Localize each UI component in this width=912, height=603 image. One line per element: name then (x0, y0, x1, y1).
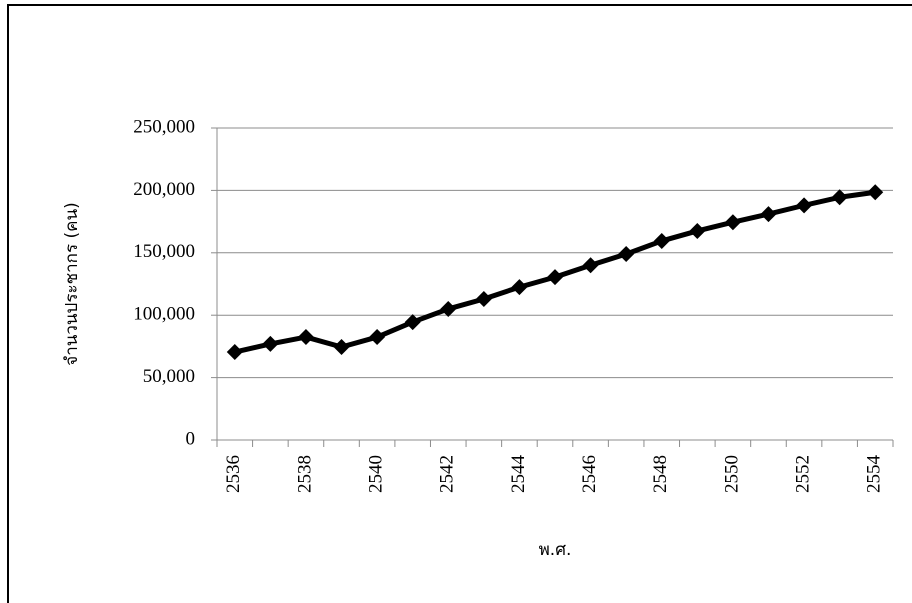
data-marker (760, 206, 777, 223)
x-tick-label: 2536 (223, 455, 244, 493)
data-marker (831, 189, 848, 206)
x-tick-label: 2538 (294, 455, 315, 493)
x-tick-label: 2546 (579, 455, 600, 493)
x-tick-label: 2544 (508, 455, 529, 494)
chart-frame (7, 4, 912, 603)
x-axis-title: พ.ศ. (539, 540, 572, 560)
data-marker (618, 246, 635, 263)
data-marker (724, 214, 741, 231)
data-marker (226, 344, 243, 361)
x-tick-label: 2548 (650, 455, 671, 493)
y-tick-label: 100,000 (133, 304, 195, 325)
y-tick-label: 50,000 (143, 366, 195, 387)
data-marker (475, 290, 492, 307)
y-tick-label: 200,000 (133, 179, 195, 200)
data-marker (582, 257, 599, 274)
y-axis-title: จำนวนประชากร (คน) (62, 202, 82, 366)
data-marker (440, 300, 457, 317)
x-tick-label: 2554 (864, 455, 885, 494)
data-marker (297, 329, 314, 346)
x-tick-label: 2552 (792, 455, 813, 493)
y-tick-label: 0 (186, 428, 196, 449)
data-marker (369, 329, 386, 346)
data-marker (262, 335, 279, 352)
x-tick-label: 2540 (365, 455, 386, 493)
data-marker (404, 314, 421, 331)
data-marker (867, 184, 884, 201)
data-marker (547, 269, 563, 286)
x-tick-label: 2542 (437, 455, 458, 493)
data-marker (511, 279, 528, 296)
data-marker (689, 222, 706, 239)
x-tick-label: 2550 (721, 455, 742, 493)
data-marker (653, 232, 670, 249)
data-marker (333, 339, 350, 356)
data-marker (796, 197, 813, 214)
y-tick-label: 150,000 (133, 241, 195, 262)
y-tick-label: 250,000 (133, 116, 195, 137)
